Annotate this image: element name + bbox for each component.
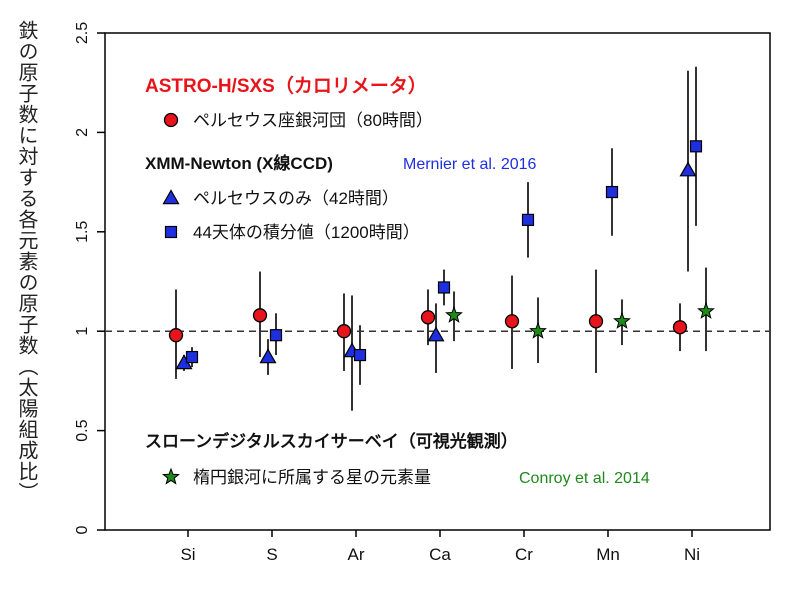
y-tick-label: 1.5 — [74, 221, 91, 243]
point-circle-ca — [420, 310, 436, 325]
x-axis: Si S Ar Ca Cr Mn Ni — [180, 530, 700, 564]
x-tick-label: Cr — [515, 545, 533, 564]
point-triangle-ca — [427, 326, 445, 342]
x-tick-label: Mn — [596, 545, 620, 564]
legend-circle-icon — [163, 112, 179, 128]
data-marks — [168, 66, 715, 411]
point-square-si — [185, 350, 199, 364]
legend: ASTRO-H/SXS（カロリメータ） ペルセウス座銀河団（80時間） XMM-… — [145, 74, 650, 487]
point-star-ca — [445, 305, 463, 323]
point-circle-ar — [336, 324, 352, 339]
legend-marker-circle — [163, 112, 179, 128]
point-star-cr — [529, 321, 547, 339]
y-tick-label: 2 — [74, 128, 91, 137]
x-tick-label: Ar — [348, 545, 365, 564]
y-tick-label: 1 — [74, 327, 91, 336]
data-points — [168, 140, 715, 370]
point-circle-cr — [504, 314, 520, 329]
y-axis: 0 0.5 1 1.5 2 2.5 — [74, 22, 105, 534]
point-star-ni — [697, 301, 715, 319]
legend-triangle-icon — [162, 189, 180, 205]
point-triangle-ni — [679, 161, 697, 177]
point-square-s — [269, 329, 283, 342]
legend-sdss-ref: Conroy et al. 2014 — [519, 470, 650, 487]
y-tick-label: 0.5 — [74, 419, 91, 441]
x-tick-label: Si — [180, 545, 195, 564]
point-circle-ni — [672, 320, 688, 335]
point-circle-si — [168, 328, 184, 343]
point-star-mn — [613, 311, 631, 329]
legend-xmm-ref: Mernier et al. 2016 — [403, 156, 537, 173]
legend-sxs-header: ASTRO-H/SXS（カロリメータ） — [145, 74, 427, 97]
x-tick-label: Ni — [684, 545, 700, 564]
legend-star-icon — [162, 467, 180, 485]
legend-marker-star — [162, 467, 180, 485]
point-circle-s — [252, 308, 268, 323]
point-square-ni — [689, 140, 703, 153]
legend-xmm-item2: 44天体の積分値（1200時間） — [193, 223, 420, 242]
point-square-ca — [437, 281, 451, 294]
point-square-mn — [605, 185, 619, 199]
x-tick-label: Ca — [429, 545, 451, 564]
y-tick-label: 0 — [74, 525, 91, 534]
legend-sxs-item: ペルセウス座銀河団（80時間） — [193, 111, 433, 130]
point-square-ar — [353, 348, 367, 362]
plot-frame — [104, 32, 771, 531]
y-tick-label: 2.5 — [74, 22, 91, 44]
y-axis-label-wrap: 鉄の原子数に対する各元素の原子数（太陽組成比） — [14, 20, 58, 540]
legend-square-icon — [164, 225, 178, 239]
point-circle-mn — [588, 314, 604, 329]
legend-xmm-header: XMM-Newton (X線CCD) — [145, 153, 333, 173]
legend-sdss-item: 楕円銀河に所属する星の元素量 — [193, 468, 431, 487]
legend-marker-square — [164, 225, 178, 239]
point-square-cr — [521, 213, 535, 226]
legend-xmm-item1: ペルセウスのみ（42時間） — [193, 189, 399, 208]
legend-sdss-header: スローンデジタルスカイサーベイ（可視光観測） — [145, 431, 518, 451]
y-axis-label: 鉄の原子数に対する各元素の原子数（太陽組成比） — [15, 20, 39, 503]
x-tick-label: S — [266, 545, 277, 564]
legend-marker-triangle — [162, 189, 180, 205]
point-triangle-s — [259, 348, 277, 364]
